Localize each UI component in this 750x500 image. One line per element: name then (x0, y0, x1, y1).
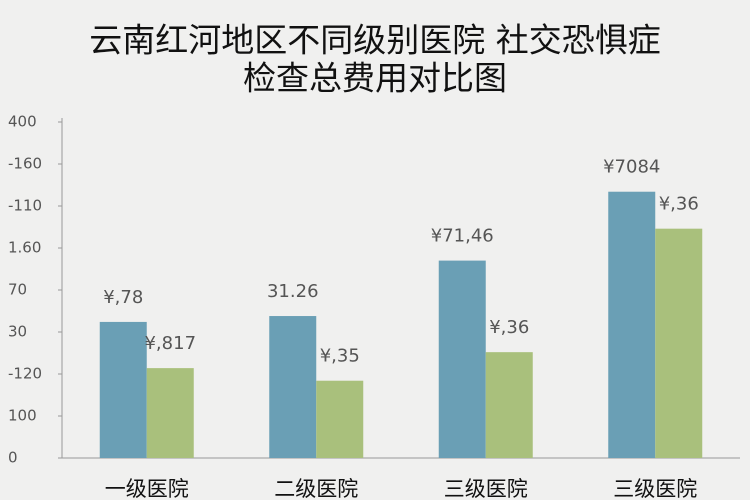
y-tick-label: -160 (8, 155, 42, 173)
bar (655, 228, 703, 458)
y-tick-label: -120 (8, 365, 42, 383)
y-tick-label: 0 (8, 449, 18, 467)
chart-title: 云南红河地区不同级别医院 社交恐惧症 (89, 21, 661, 60)
bar (269, 316, 317, 458)
data-label: ¥,36 (489, 317, 529, 338)
data-label: 31.26 (267, 281, 319, 302)
bar (99, 321, 147, 458)
x-tick-label: 二级医院 (274, 477, 358, 500)
y-tick-label: 70 (8, 281, 27, 299)
x-tick-label: 三级医院 (613, 477, 697, 500)
data-label: ¥,36 (659, 194, 699, 215)
bar (608, 191, 656, 458)
y-tick-label: 100 (8, 407, 37, 425)
bar (316, 380, 364, 458)
y-tick-label: 30 (8, 323, 27, 341)
x-tick-label: 一级医院 (105, 477, 189, 500)
data-label: ¥71,46 (431, 226, 494, 247)
chart-title: 检查总费用对比图 (243, 59, 507, 98)
data-label: ¥,35 (320, 346, 360, 367)
bar (438, 260, 486, 458)
y-tick-label: 1.60 (8, 239, 41, 257)
bar (485, 352, 533, 458)
y-tick-label: -110 (8, 197, 42, 215)
data-label: ¥,817 (144, 333, 196, 354)
data-label: ¥7084 (603, 157, 660, 178)
bar (146, 368, 194, 458)
data-label: ¥,78 (103, 287, 143, 308)
y-tick-label: 400 (8, 113, 37, 131)
x-tick-label: 三级医院 (444, 477, 528, 500)
